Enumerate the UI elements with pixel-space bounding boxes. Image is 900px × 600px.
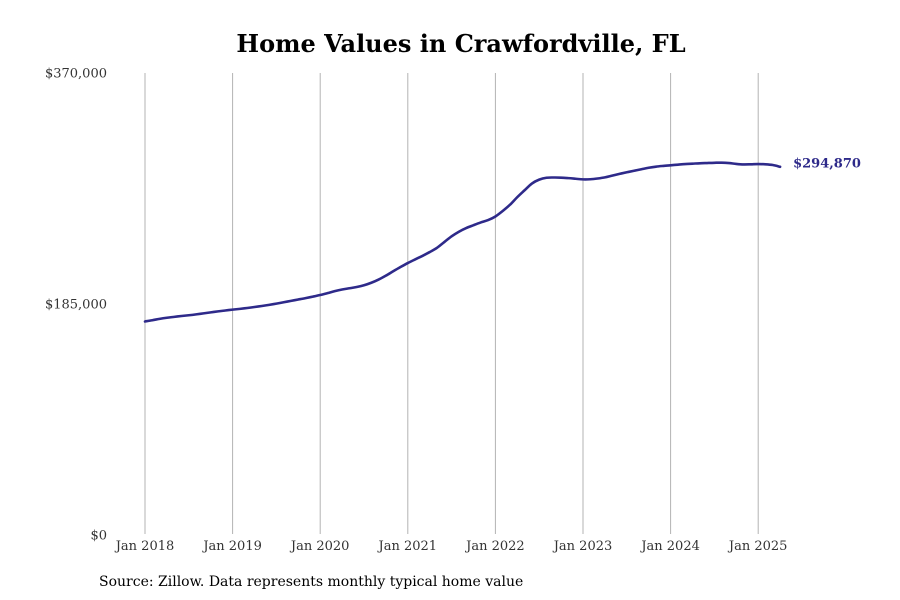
x-tick-label: Jan 2018 xyxy=(114,539,175,554)
x-tick-label: Jan 2024 xyxy=(639,539,700,554)
gridlines xyxy=(144,73,759,534)
x-tick-label: Jan 2025 xyxy=(727,539,788,554)
series-layer: $294,870 xyxy=(143,156,861,323)
y-axis: $0 $185,000 $370,000 xyxy=(45,67,107,544)
y-tick-label: $0 xyxy=(90,529,107,544)
x-axis: Jan 2018 Jan 2019 Jan 2020 Jan 2021 Jan 2022… xyxy=(114,539,788,554)
x-tick-label: Jan 2021 xyxy=(377,539,438,554)
y-tick-label: $370,000 xyxy=(45,67,107,82)
y-tick-label: $185,000 xyxy=(45,298,107,313)
x-tick-label: Jan 2020 xyxy=(289,539,350,554)
series-line xyxy=(143,161,782,323)
x-tick-label: Jan 2023 xyxy=(552,539,613,554)
end-value-label: $294,870 xyxy=(793,156,861,171)
chart-title: Home Values in Crawfordville, FL xyxy=(236,29,686,58)
x-tick-label: Jan 2019 xyxy=(201,539,262,554)
source-note: Source: Zillow. Data represents monthly … xyxy=(99,574,524,590)
x-tick-label: Jan 2022 xyxy=(464,539,525,554)
